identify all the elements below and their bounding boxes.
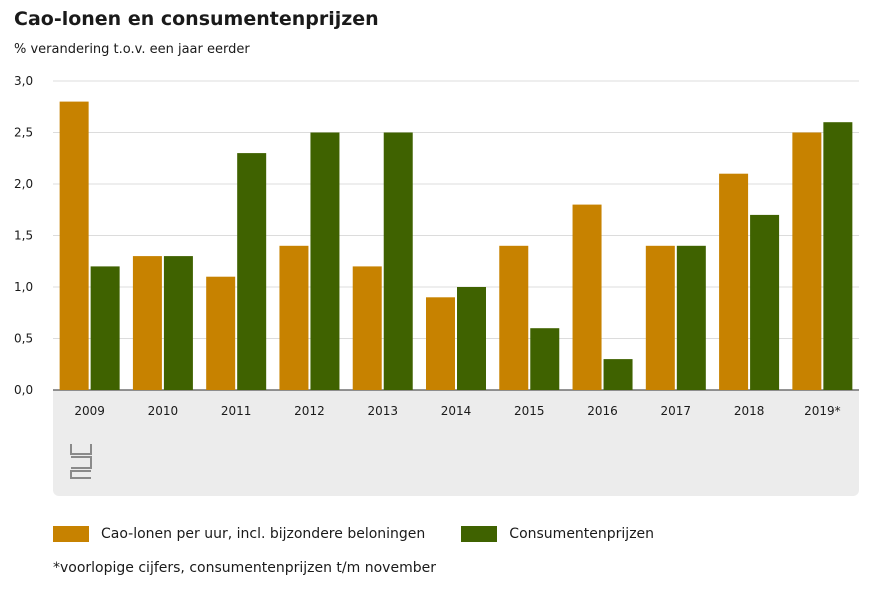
bar-consumentenprijzen-2014: [457, 287, 486, 390]
bar-consumentenprijzen-2018: [750, 214, 780, 390]
y-tick-label: 1,0: [14, 280, 33, 294]
x-tick-label: 2015: [514, 404, 545, 418]
bar-cao-lonen-2010: [132, 256, 162, 390]
bar-cao-lonen-2017: [645, 245, 675, 390]
y-tick-label: 3,0: [14, 74, 33, 88]
bar-consumentenprijzen-2015: [530, 328, 560, 390]
y-tick-label: 0,5: [14, 332, 33, 346]
bar-cao-lonen-2014: [426, 297, 455, 390]
bar-cao-lonen-2019: [792, 132, 822, 390]
x-tick-label: 2012: [294, 404, 325, 418]
bar-consumentenprijzen-2013: [383, 132, 413, 390]
x-tick-label: 2010: [148, 404, 179, 418]
legend-swatch-cao-lonen: [53, 526, 89, 542]
x-tick-label: 2009: [74, 404, 105, 418]
bar-cao-lonen-2018: [719, 173, 749, 390]
bar-cao-lonen-2009: [59, 101, 89, 390]
legend-item-consumentenprijzen: Consumentenprijzen: [461, 526, 654, 542]
x-tick-label: 2019*: [804, 404, 841, 418]
x-axis-band: [53, 390, 859, 496]
bar-cao-lonen-2012: [279, 245, 309, 390]
x-tick-label: 2016: [587, 404, 618, 418]
bar-cao-lonen-2016: [572, 204, 602, 390]
cbs-logo-icon: [70, 444, 92, 479]
y-tick-label: 0,0: [14, 383, 33, 397]
legend-swatch-consumentenprijzen: [461, 526, 498, 542]
x-tick-label: 2011: [221, 404, 252, 418]
bar-cao-lonen-2011: [206, 276, 236, 390]
footnote: *voorlopige cijfers, consumentenprijzen …: [53, 560, 436, 576]
bar-cao-lonen-2015: [499, 245, 529, 390]
x-tick-label: 2013: [367, 404, 398, 418]
x-tick-label: 2018: [734, 404, 765, 418]
legend: Cao-lonen per uur, incl. bijzondere belo…: [53, 526, 690, 542]
x-tick-label: 2017: [661, 404, 692, 418]
bar-consumentenprijzen-2017: [676, 245, 706, 390]
x-tick-label: 2014: [441, 404, 472, 418]
bar-consumentenprijzen-2012: [310, 132, 340, 390]
bar-consumentenprijzen-2019: [823, 122, 853, 390]
legend-label-cao-lonen: Cao-lonen per uur, incl. bijzondere belo…: [101, 526, 426, 542]
legend-item-cao-lonen: Cao-lonen per uur, incl. bijzondere belo…: [53, 526, 425, 542]
bar-consumentenprijzen-2010: [163, 256, 193, 390]
bar-consumentenprijzen-2016: [603, 359, 633, 390]
y-tick-label: 1,5: [14, 229, 33, 243]
bar-consumentenprijzen-2009: [90, 266, 120, 390]
y-tick-label: 2,0: [14, 177, 33, 191]
bar-cao-lonen-2013: [352, 266, 382, 390]
bar-consumentenprijzen-2011: [237, 153, 267, 390]
y-tick-label: 2,5: [14, 126, 33, 140]
chart-subtitle: % verandering t.o.v. een jaar eerder: [14, 42, 250, 57]
legend-label-consumentenprijzen: Consumentenprijzen: [509, 526, 655, 542]
chart-title: Cao-lonen en consumentenprijzen: [14, 8, 379, 30]
